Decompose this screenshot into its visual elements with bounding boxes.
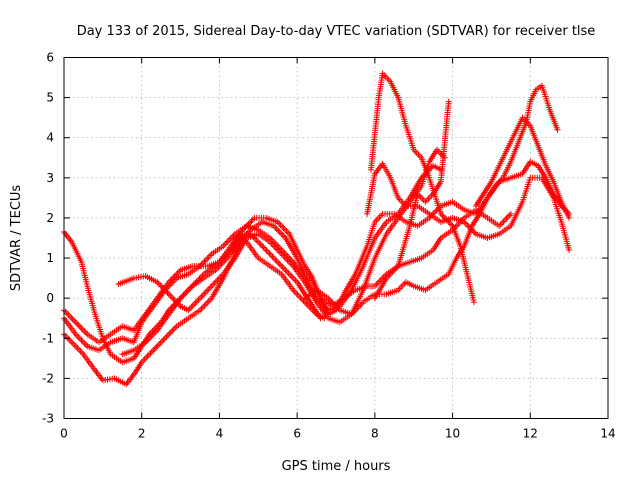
x-tick-label: 2 xyxy=(138,427,146,441)
series-track-6 xyxy=(119,206,514,358)
series-track-10 xyxy=(371,98,452,302)
x-tick-label: 12 xyxy=(523,427,538,441)
y-tick-label: -2 xyxy=(42,371,54,385)
series-markers xyxy=(364,160,573,253)
chart-title: Day 133 of 2015, Sidereal Day-to-day VTE… xyxy=(77,24,596,39)
series-markers xyxy=(472,114,573,221)
x-tick-label: 8 xyxy=(371,427,379,441)
series-track-1 xyxy=(61,229,328,366)
y-tick-label: 1 xyxy=(46,251,54,265)
series-markers xyxy=(301,82,561,318)
y-tick-label: 0 xyxy=(46,291,54,305)
series-track-11 xyxy=(472,114,573,221)
series-track-8 xyxy=(368,70,477,306)
series-markers xyxy=(368,70,477,306)
x-axis-label: GPS time / hours xyxy=(282,459,391,474)
y-tick-label: 5 xyxy=(46,91,54,105)
x-tick-label: 14 xyxy=(600,427,615,441)
y-tick-label: -1 xyxy=(42,331,54,345)
y-tick-label: 6 xyxy=(46,51,54,65)
y-tick-label: 4 xyxy=(46,131,54,145)
series-track-7 xyxy=(301,82,561,318)
series-layer xyxy=(61,70,573,388)
plot-frame xyxy=(63,57,609,419)
series-track-9 xyxy=(364,160,573,253)
y-tick-label: -3 xyxy=(42,412,54,426)
y-tick-label: 3 xyxy=(46,171,54,185)
series-markers xyxy=(371,98,452,302)
x-tick-label: 0 xyxy=(60,427,68,441)
x-tick-label: 6 xyxy=(293,427,301,441)
y-tick-label: 2 xyxy=(46,211,54,225)
series-markers xyxy=(119,206,514,358)
y-axis-label: SDTVAR / TECUs xyxy=(9,185,24,292)
x-tick-label: 4 xyxy=(216,427,224,441)
x-tick-label: 10 xyxy=(445,427,460,441)
series-markers xyxy=(61,229,328,366)
grid-layer xyxy=(64,57,608,419)
